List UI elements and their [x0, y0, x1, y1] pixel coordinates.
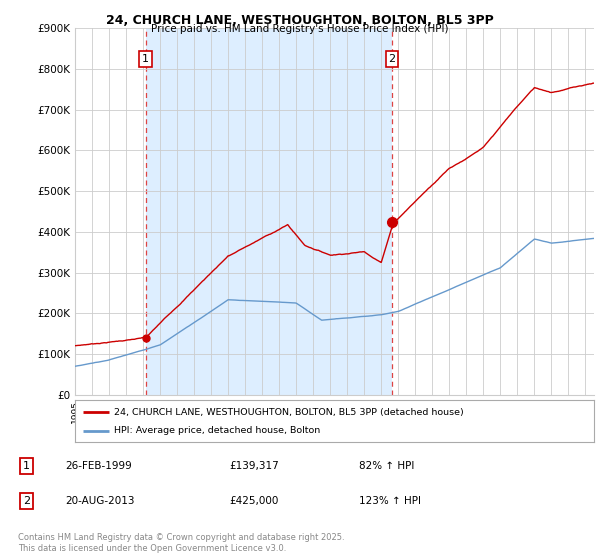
Text: HPI: Average price, detached house, Bolton: HPI: Average price, detached house, Bolt…: [114, 426, 320, 435]
Text: £425,000: £425,000: [229, 496, 279, 506]
Text: Contains HM Land Registry data © Crown copyright and database right 2025.
This d: Contains HM Land Registry data © Crown c…: [18, 533, 344, 553]
Text: 82% ↑ HPI: 82% ↑ HPI: [359, 461, 414, 471]
Text: Price paid vs. HM Land Registry's House Price Index (HPI): Price paid vs. HM Land Registry's House …: [151, 24, 449, 34]
Text: 20-AUG-2013: 20-AUG-2013: [65, 496, 134, 506]
Text: 24, CHURCH LANE, WESTHOUGHTON, BOLTON, BL5 3PP (detached house): 24, CHURCH LANE, WESTHOUGHTON, BOLTON, B…: [114, 408, 464, 417]
Text: 24, CHURCH LANE, WESTHOUGHTON, BOLTON, BL5 3PP: 24, CHURCH LANE, WESTHOUGHTON, BOLTON, B…: [106, 14, 494, 27]
Text: 1: 1: [23, 461, 30, 471]
Text: 2: 2: [23, 496, 30, 506]
Text: 26-FEB-1999: 26-FEB-1999: [65, 461, 131, 471]
Text: 123% ↑ HPI: 123% ↑ HPI: [359, 496, 421, 506]
Text: 2: 2: [388, 54, 395, 64]
Text: 1: 1: [142, 54, 149, 64]
Text: £139,317: £139,317: [229, 461, 279, 471]
Bar: [146, 28, 392, 395]
